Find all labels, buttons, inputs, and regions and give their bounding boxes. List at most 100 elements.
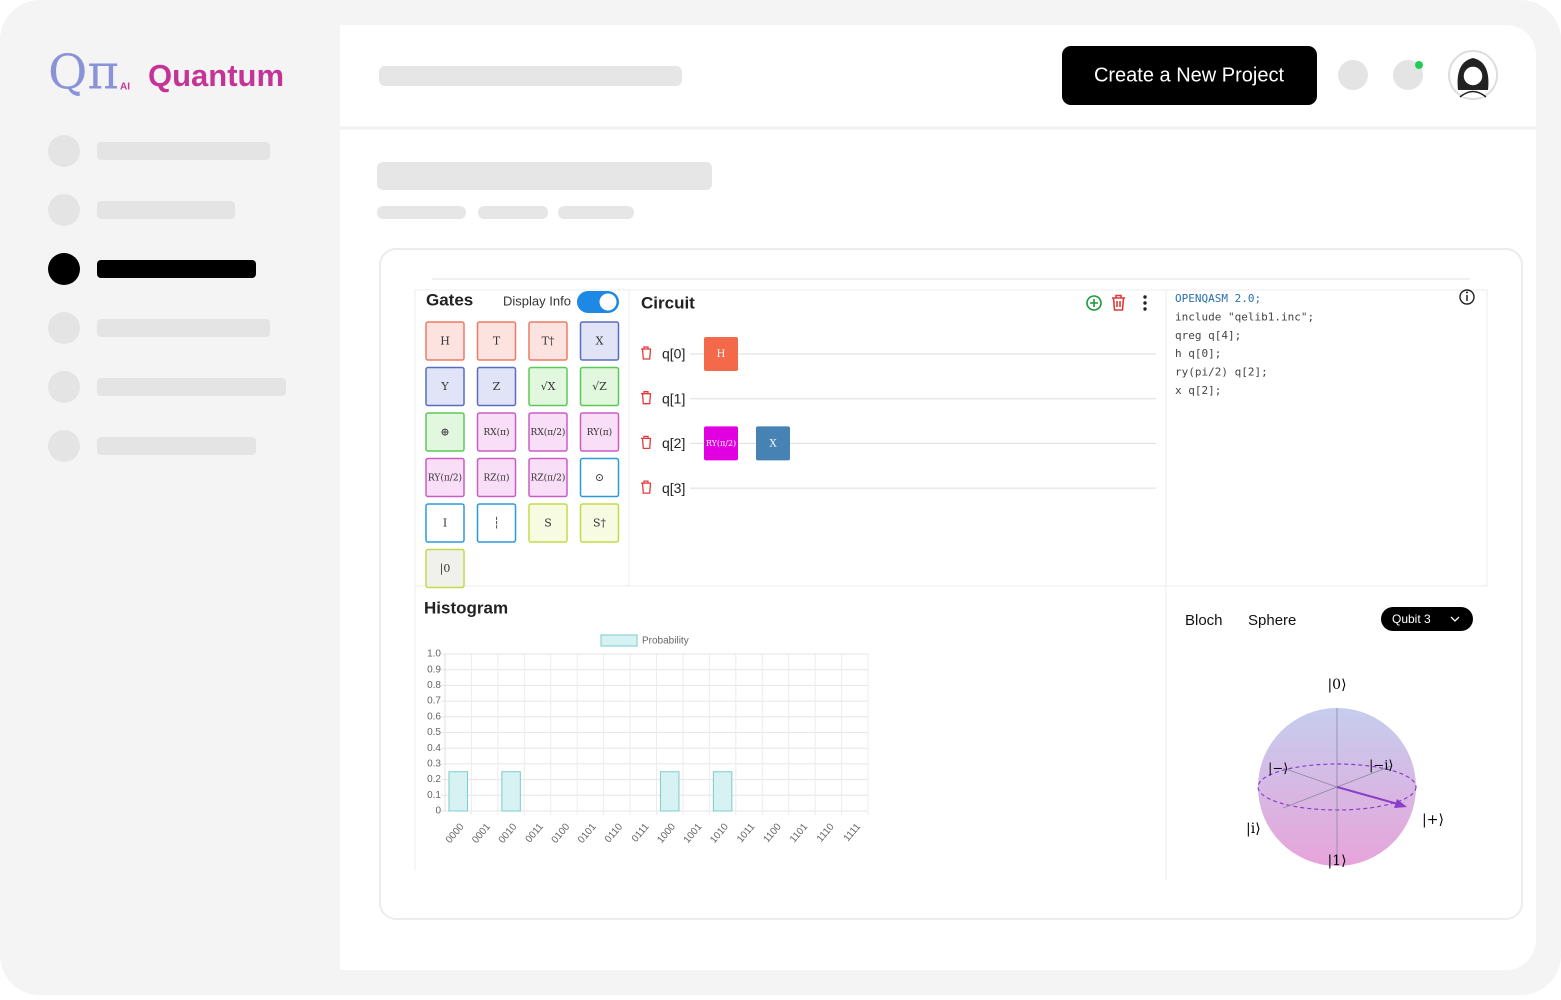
nav-icon[interactable] <box>48 312 80 344</box>
qubit-selector-label[interactable]: Qubit 3 <box>1392 612 1431 626</box>
gate-button[interactable] <box>528 503 568 543</box>
gate-label[interactable]: T† <box>542 335 555 348</box>
notification-icon[interactable] <box>1393 60 1423 90</box>
gate-label[interactable]: ⊕ <box>440 426 449 439</box>
gate-label[interactable]: RY(π/2) <box>428 473 462 484</box>
qubit-label: q[0] <box>662 346 685 362</box>
gate-label[interactable]: ┆ <box>493 517 500 530</box>
nav-item[interactable] <box>97 201 235 219</box>
gate-label[interactable]: S† <box>593 517 607 530</box>
circuit-diagram: q[0] Hq[1] q[2] RY(π/2) Xq[3] <box>641 337 1156 496</box>
dropdown-chevron[interactable] <box>1450 616 1460 622</box>
nav-icon[interactable] <box>48 371 80 403</box>
gate-button[interactable] <box>425 412 465 452</box>
placed-gate-label[interactable]: H <box>717 349 726 360</box>
placed-gate[interactable] <box>704 337 738 371</box>
nav-item[interactable] <box>97 142 270 160</box>
gate-button[interactable] <box>528 321 568 361</box>
placed-gate[interactable] <box>756 426 790 461</box>
delete-qubit-icon[interactable] <box>641 391 652 405</box>
gate-label[interactable]: S <box>544 517 552 530</box>
nav-icon-active[interactable] <box>48 253 80 285</box>
gate-button[interactable] <box>579 366 620 407</box>
legend-label: Probability <box>642 636 689 647</box>
create-button[interactable] <box>1062 46 1317 105</box>
delete-qubit-icon[interactable] <box>641 346 652 360</box>
gate-button[interactable] <box>476 366 517 407</box>
gate-button[interactable] <box>528 366 568 407</box>
gate-label[interactable]: Z <box>493 380 501 393</box>
gate-button[interactable] <box>579 321 620 361</box>
nav-item[interactable] <box>97 378 286 396</box>
gate-button[interactable] <box>425 457 465 498</box>
gate-label[interactable]: ⊙ <box>595 471 604 484</box>
gate-label[interactable]: X <box>596 335 604 348</box>
gate-label[interactable]: Y <box>440 380 449 393</box>
nav-item-active[interactable] <box>97 260 256 278</box>
placed-gate-label[interactable]: RY(π/2) <box>706 439 736 448</box>
clear-circuit-button[interactable] <box>1112 294 1125 311</box>
create-button-label[interactable]: Create a New Project <box>1094 64 1285 86</box>
placed-gate[interactable] <box>704 426 738 461</box>
bloch-sphere <box>1257 708 1417 866</box>
gate-button[interactable] <box>476 321 517 361</box>
gate-label[interactable]: RX(π) <box>483 427 509 438</box>
qubit-label: q[3] <box>662 480 685 496</box>
gate-label[interactable]: H <box>440 335 450 348</box>
avatar[interactable] <box>1448 50 1498 100</box>
gate-label[interactable]: RZ(π/2) <box>531 473 566 484</box>
gate-label[interactable]: T <box>493 335 501 348</box>
y-tick-label: 0.4 <box>427 743 441 754</box>
y-tick-label: 0.7 <box>427 696 441 707</box>
state-label: |+⟩ <box>1422 812 1444 828</box>
delete-qubit-icon[interactable] <box>641 480 652 494</box>
qasm-code: OPENQASM 2.0; include "qelib1.inc"; qreg q… <box>1175 292 1314 397</box>
gate-label[interactable]: RX(π/2) <box>531 427 566 438</box>
gate-button[interactable] <box>425 503 465 543</box>
gate-button[interactable] <box>528 457 568 498</box>
gate-button[interactable] <box>476 412 517 452</box>
gate-button[interactable] <box>528 412 568 452</box>
gate-label[interactable]: √Z <box>592 380 607 393</box>
gate-button[interactable] <box>425 321 465 361</box>
search-skeleton <box>379 66 682 86</box>
breadcrumb-skeleton <box>478 206 548 219</box>
histogram-bar <box>448 771 468 812</box>
gate-label[interactable]: √X <box>541 380 556 393</box>
delete-qubit-icon[interactable] <box>641 435 652 450</box>
toggle-knob[interactable] <box>599 293 617 311</box>
y-tick-label: 0.3 <box>427 759 441 770</box>
qubit-label: q[2] <box>662 435 685 451</box>
gate-palette: H T T† X Y Z √X √Z ⊕ RX(π) RX(π/2) RY(π) RY(π/2) RZ(π… <box>425 321 620 589</box>
nav-item[interactable] <box>97 319 270 337</box>
nav-item[interactable] <box>97 437 256 455</box>
bloch-title: Sphere <box>1248 612 1296 629</box>
placed-gate-label[interactable]: X <box>769 438 777 449</box>
gate-label[interactable]: RZ(π) <box>484 473 510 484</box>
gate-button[interactable] <box>579 457 620 498</box>
nav-icon[interactable] <box>48 135 80 167</box>
y-tick-label: 0.2 <box>427 774 441 785</box>
qubit-selector[interactable] <box>1381 607 1473 631</box>
gate-button[interactable] <box>476 503 517 543</box>
gate-button[interactable] <box>579 412 620 452</box>
nav-icon[interactable] <box>48 430 80 462</box>
state-label: |i⟩ <box>1246 821 1261 837</box>
gate-label[interactable]: I <box>443 517 447 530</box>
circuit-title: Circuit <box>641 293 695 312</box>
gate-button[interactable] <box>425 366 465 407</box>
info-button[interactable] <box>1459 289 1475 305</box>
nav-icon[interactable] <box>48 194 80 226</box>
menu-button[interactable] <box>1143 295 1147 311</box>
header-icon[interactable] <box>1338 60 1368 90</box>
add-qubit-button[interactable] <box>1086 295 1102 311</box>
gate-button[interactable] <box>579 503 620 543</box>
gate-label[interactable]: RY(π) <box>587 427 612 438</box>
status-dot <box>1415 61 1423 69</box>
gate-button[interactable] <box>476 457 517 498</box>
panel-borders <box>414 289 1488 880</box>
gate-label[interactable]: |0 <box>440 562 451 576</box>
logo-sub: AI <box>120 82 130 93</box>
gate-button[interactable] <box>425 548 465 589</box>
histogram-title: Histogram <box>424 598 508 617</box>
